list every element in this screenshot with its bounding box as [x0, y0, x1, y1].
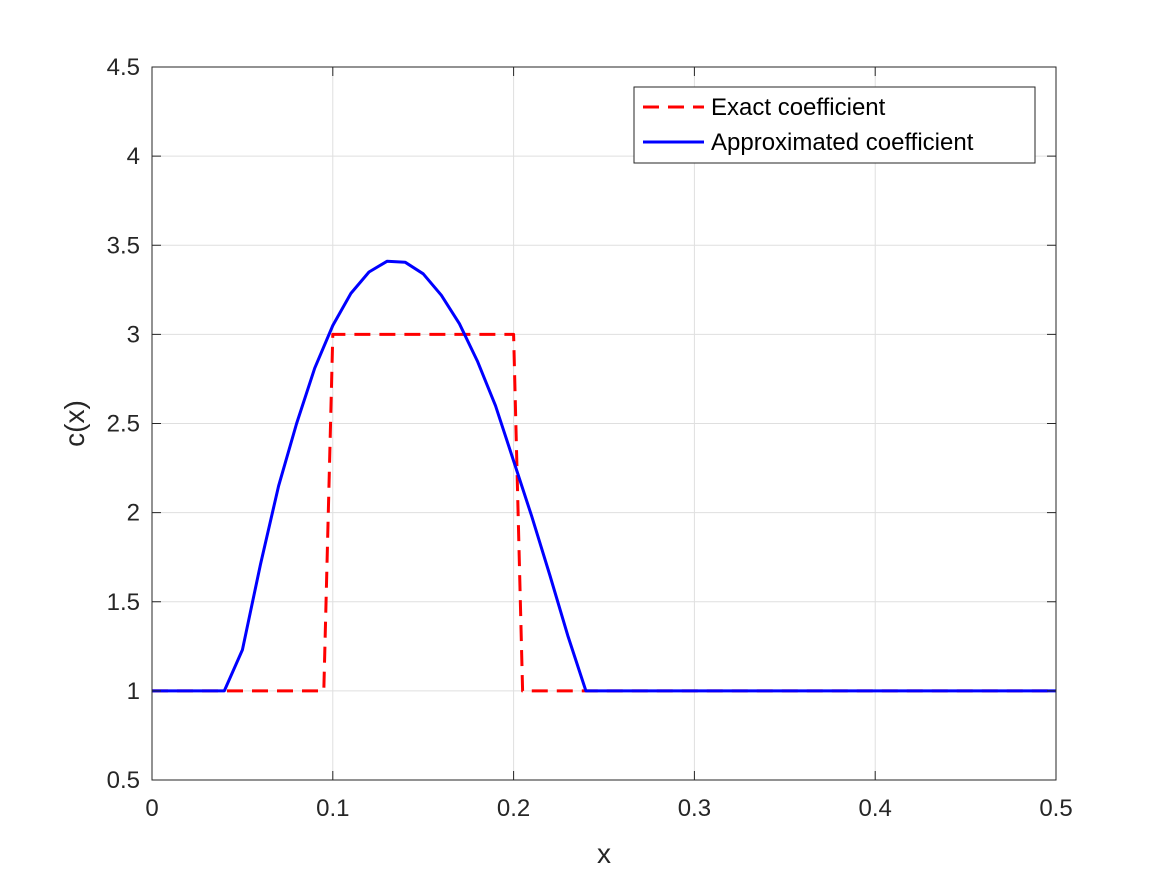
y-tick-label: 4: [127, 143, 140, 170]
x-tick-label: 0.4: [859, 795, 892, 822]
x-tick-label: 0.5: [1039, 795, 1072, 822]
series-layer: [152, 259, 1056, 693]
legend-label-exact: Exact coefficient: [711, 94, 886, 121]
series-approximated-coefficient: [152, 259, 1056, 693]
x-tick-label: 0.1: [316, 795, 349, 822]
y-tick-label: 2.5: [107, 411, 140, 438]
x-tick-label: 0: [145, 795, 158, 822]
x-tick-label: 0.2: [497, 795, 530, 822]
y-tick-label: 1: [127, 678, 140, 705]
ticks: [151, 66, 1057, 781]
x-tick-label: 0.3: [678, 795, 711, 822]
y-axis-label: c(x): [59, 400, 90, 447]
legend-label-approximated: Approximated coefficient: [711, 129, 974, 156]
y-tick-label: 4.5: [107, 54, 140, 81]
x-axis-label: x: [597, 838, 611, 869]
legend-box: [633, 86, 1036, 164]
y-tick-label: 3.5: [107, 232, 140, 259]
y-tick-label: 1.5: [107, 589, 140, 616]
y-tick-label: 0.5: [107, 767, 140, 794]
y-tick-label: 3: [127, 321, 140, 348]
y-tick-label: 2: [127, 500, 140, 527]
legend: Exact coefficient Approximated coefficie…: [633, 86, 1036, 164]
tick-labels: 0 0.1 0.2 0.3 0.4 0.5 0.5 1 1.5 2 2.5 3 3.5 4 4.5: [107, 54, 1073, 822]
